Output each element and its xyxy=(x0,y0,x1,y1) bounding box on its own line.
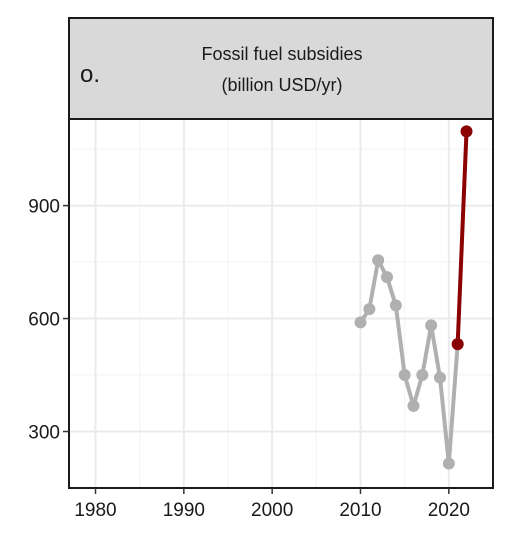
x-tick-label: 2020 xyxy=(428,500,470,521)
facet-title-line1: Fossil fuel subsidies xyxy=(201,44,362,64)
y-axis: 300 600 900 xyxy=(28,197,69,444)
facet-strip: o. Fossil fuel subsidies (billion USD/yr… xyxy=(68,17,494,120)
series-1-point xyxy=(398,369,411,382)
facet-strip-background xyxy=(68,17,494,120)
y-tick-label: 300 xyxy=(28,423,60,444)
series-1-point xyxy=(407,399,420,412)
series-1-line xyxy=(358,258,460,466)
series-2-point xyxy=(460,125,473,138)
grid-major xyxy=(69,119,493,488)
x-tick-label: 1980 xyxy=(74,500,116,521)
series-1-point xyxy=(416,369,429,382)
x-tick-label: 2000 xyxy=(251,500,293,521)
y-tick-label: 900 xyxy=(28,197,60,218)
series-1-point xyxy=(381,271,393,284)
series-1-point xyxy=(425,319,438,332)
series-2-line xyxy=(455,129,469,347)
series-layer xyxy=(354,125,473,470)
panel-letter: o. xyxy=(80,61,100,88)
series-2-point xyxy=(451,338,464,351)
series-1-point xyxy=(442,457,455,470)
series-1-point xyxy=(434,371,446,384)
plot-panel xyxy=(68,118,494,489)
y-tick-label: 600 xyxy=(28,310,60,331)
x-tick-label: 1990 xyxy=(163,500,205,521)
series-1-point xyxy=(389,299,402,312)
plot-panel-border xyxy=(68,118,494,489)
series-1-point xyxy=(363,303,376,316)
series-1-point xyxy=(372,254,385,267)
x-tick-label: 2010 xyxy=(339,500,381,521)
series-1-point xyxy=(354,316,367,329)
x-axis: 1980 1990 2000 2010 2020 xyxy=(74,488,470,521)
facet-title-line2: (billion USD/yr) xyxy=(221,75,342,95)
